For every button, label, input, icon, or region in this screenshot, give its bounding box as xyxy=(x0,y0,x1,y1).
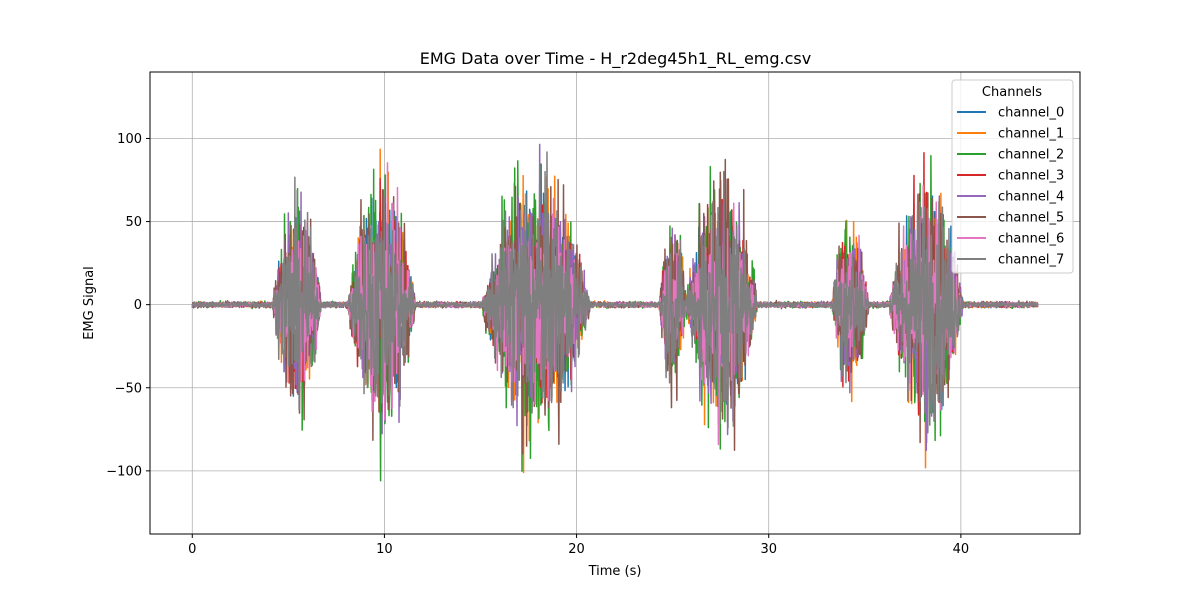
x-tick-label: 30 xyxy=(760,542,777,557)
y-axis-title: EMG Signal xyxy=(82,266,97,340)
legend-label-channel_1: channel_1 xyxy=(998,127,1064,142)
legend-label-channel_4: channel_4 xyxy=(998,190,1064,205)
legend-box xyxy=(951,79,1074,274)
legend-label-channel_5: channel_5 xyxy=(998,211,1064,226)
x-tick-label: 0 xyxy=(188,542,196,557)
chart-title: EMG Data over Time - H_r2deg45h1_RL_emg.… xyxy=(420,49,811,69)
legend-label-channel_3: channel_3 xyxy=(998,169,1064,184)
legend-label-channel_6: channel_6 xyxy=(998,232,1064,247)
y-tick-label: 0 xyxy=(134,298,142,313)
x-axis-title: Time (s) xyxy=(588,564,642,579)
legend-label-channel_7: channel_7 xyxy=(998,253,1064,268)
legend: Channels channel_0 channel_1 channel_2chan… xyxy=(951,79,1074,274)
y-tick-label: −100 xyxy=(106,464,142,479)
legend-title: Channels xyxy=(982,85,1042,100)
legend-label-channel_2: channel_2 xyxy=(998,148,1064,163)
ticks: 0 10 20 30 40 −100 −50 0 50 100 xyxy=(106,132,969,557)
legend-label-channel_0: channel_0 xyxy=(998,106,1064,121)
x-tick-label: 40 xyxy=(953,542,970,557)
axes-frame xyxy=(149,71,1081,535)
x-tick-label: 20 xyxy=(568,542,585,557)
y-tick-label: 100 xyxy=(117,132,142,147)
y-tick-label: −50 xyxy=(115,381,142,396)
plot-area xyxy=(191,143,1039,482)
series-line-channel_7 xyxy=(191,151,1039,434)
x-tick-label: 10 xyxy=(376,542,393,557)
y-tick-label: 50 xyxy=(125,215,142,230)
